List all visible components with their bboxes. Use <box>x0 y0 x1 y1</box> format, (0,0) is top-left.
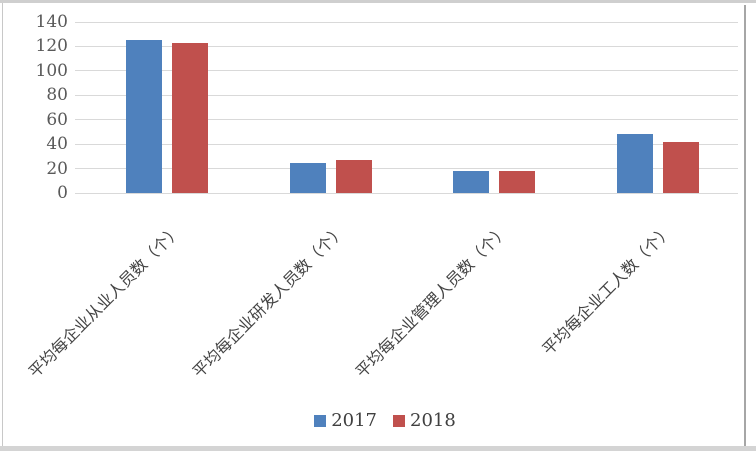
bar-group-2 <box>453 171 536 193</box>
y-axis-tick-label-80: 80 <box>46 85 68 106</box>
bar-2018-category-3 <box>663 141 700 193</box>
x-axis-category-label-2: 平均每企业管理人员数（个） <box>352 220 513 382</box>
bar-2018-category-0 <box>172 42 208 193</box>
legend-label-2017: 2017 <box>331 410 377 431</box>
bar-2017-category-1 <box>289 162 326 193</box>
bar-2017-category-2 <box>453 171 490 193</box>
x-axis-category-label-1: 平均每企业研发人员数（个） <box>188 220 349 382</box>
y-axis-tick-label-0: 0 <box>57 183 68 203</box>
y-axis-tick-label-40: 40 <box>46 134 68 155</box>
legend-item-2018: 2018 <box>393 412 456 430</box>
window-border-top <box>0 0 756 3</box>
legend-label-2018: 2018 <box>410 410 456 431</box>
bar-2017-category-0 <box>126 40 162 193</box>
y-axis-tick-label-60: 60 <box>46 109 68 130</box>
window-border-right <box>744 5 746 446</box>
x-axis-category-label-0: 平均每企业从业人员数（个） <box>24 220 186 382</box>
bar-2018-category-2 <box>499 171 536 193</box>
bar-2018-category-1 <box>335 160 372 193</box>
y-axis-tick-label-100: 100 <box>35 60 68 81</box>
y-axis-tick-label-140: 140 <box>35 12 68 32</box>
gridline-0 <box>75 192 738 194</box>
y-axis-tick-label-20: 20 <box>46 158 68 179</box>
gridline-120 <box>75 45 738 47</box>
bar-2017-category-3 <box>617 134 654 193</box>
legend-swatch-2017 <box>314 415 327 427</box>
chart-legend: 2017 2018 <box>0 412 756 430</box>
gridline-60 <box>75 119 738 121</box>
gridline-140 <box>75 21 738 23</box>
gridline-80 <box>75 94 738 96</box>
legend-swatch-2018 <box>393 415 405 427</box>
window-border-left <box>2 3 3 446</box>
legend-item-2017: 2017 <box>314 412 377 430</box>
window-border-bottom <box>0 446 756 451</box>
gridline-20 <box>75 168 738 170</box>
x-axis-category-label-3: 平均每企业工人数（个） <box>538 220 677 359</box>
bar-group-1 <box>289 160 372 193</box>
y-axis-tick-label-120: 120 <box>35 36 68 57</box>
bar-group-3 <box>617 134 700 193</box>
bar-group-0 <box>126 40 208 193</box>
gridline-100 <box>75 70 738 72</box>
gridline-40 <box>75 143 738 145</box>
